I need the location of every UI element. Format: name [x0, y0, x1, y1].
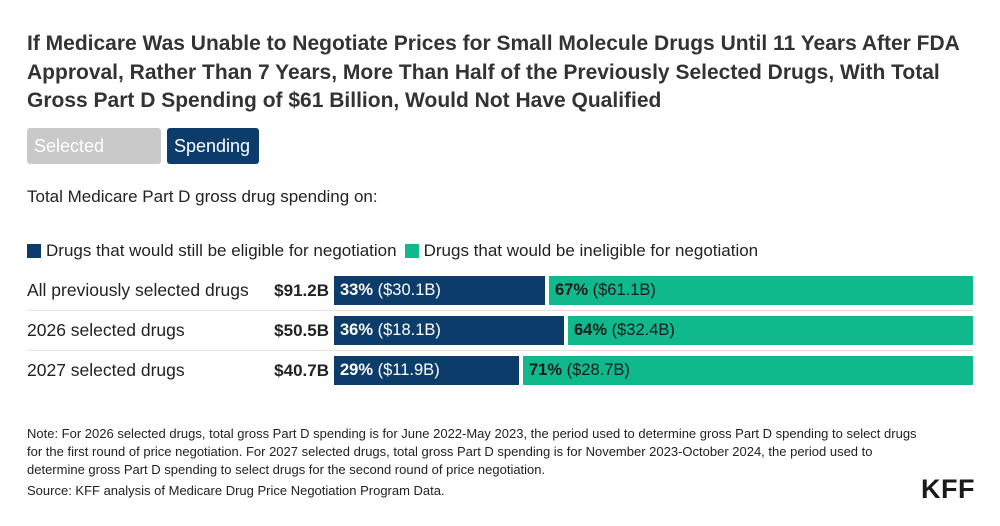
bar-pct-label: 64%: [574, 321, 608, 339]
bar-pct-label: 33%: [340, 281, 374, 299]
legend-swatch-ineligible: [404, 244, 419, 258]
bar-amount-label: ($61.1B): [592, 281, 656, 299]
legend-swatch-eligible: [27, 244, 41, 258]
bar-pct-label: 71%: [529, 361, 563, 379]
bar-eligible[interactable]: 33% ($30.1B): [334, 276, 545, 305]
legend-item-ineligible: Drugs that would be ineligible for negot…: [404, 241, 759, 261]
row-total: $91.2B: [274, 281, 329, 300]
tab-spending[interactable]: Spending: [167, 128, 259, 164]
bar-amount-label: ($11.9B): [377, 361, 440, 379]
legend-label-ineligible: Drugs that would be ineligible for negot…: [423, 241, 759, 260]
bar-ineligible[interactable]: 71% ($28.7B): [523, 356, 973, 385]
legend-item-eligible: Drugs that would still be eligible for n…: [27, 241, 397, 261]
bar-pct-label: 67%: [555, 281, 589, 299]
bar-eligible[interactable]: 36% ($18.1B): [334, 316, 564, 345]
legend-label-eligible: Drugs that would still be eligible for n…: [46, 241, 397, 260]
chart-source: Source: KFF analysis of Medicare Drug Pr…: [27, 483, 445, 498]
row-separator: [27, 310, 973, 311]
row-label: All previously selected drugs: [27, 280, 249, 300]
row-total: $50.5B: [274, 321, 329, 340]
chart-subtitle: Total Medicare Part D gross drug spendin…: [27, 187, 378, 206]
bar-pct-label: 29%: [340, 361, 374, 379]
bar-amount-label: ($28.7B): [566, 361, 630, 379]
row-label: 2026 selected drugs: [27, 320, 185, 340]
legend: Drugs that would still be eligible for n…: [27, 241, 766, 261]
bar-ineligible[interactable]: 64% ($32.4B): [568, 316, 973, 345]
row-total: $40.7B: [274, 361, 329, 380]
bar-amount-label: ($30.1B): [377, 281, 441, 299]
bar-amount-label: ($18.1B): [377, 321, 441, 339]
bar-amount-label: ($32.4B): [611, 321, 675, 339]
bar-pct-label: 36%: [340, 321, 374, 339]
bar-eligible[interactable]: 29% ($11.9B): [334, 356, 519, 385]
tab-selected-drugs[interactable]: Selected drugs: [27, 128, 161, 192]
chart-note: Note: For 2026 selected drugs, total gro…: [27, 426, 917, 477]
bar-ineligible[interactable]: 67% ($61.1B): [549, 276, 973, 305]
row-separator: [27, 350, 973, 351]
chart-title: If Medicare Was Unable to Negotiate Pric…: [27, 32, 960, 112]
row-label: 2027 selected drugs: [27, 360, 185, 380]
kff-logo: KFF: [921, 474, 975, 504]
